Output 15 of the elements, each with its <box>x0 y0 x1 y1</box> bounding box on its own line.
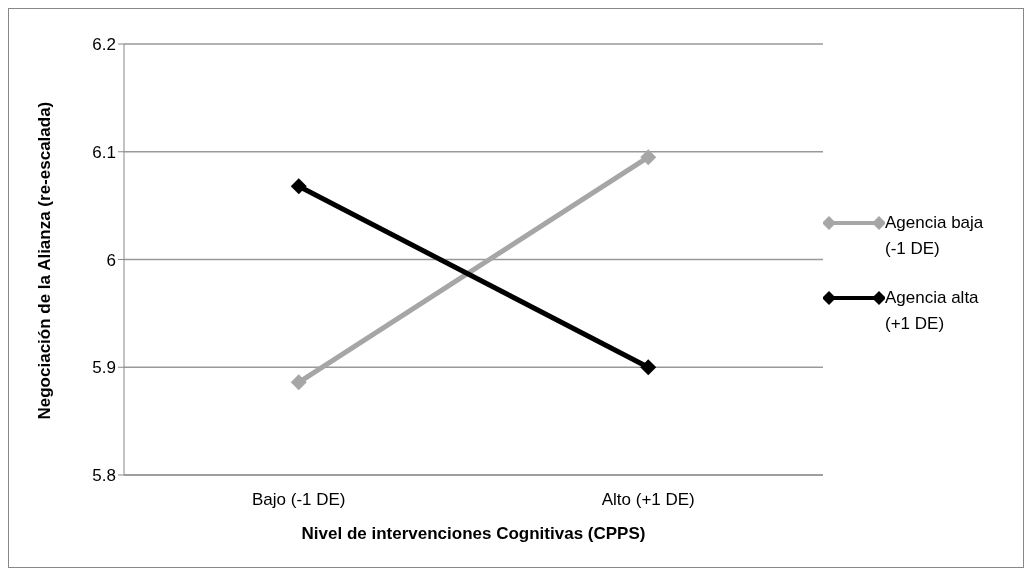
x-tick-label: Alto (+1 DE) <box>601 490 695 510</box>
y-tick-label: 5.8 <box>92 466 116 486</box>
legend-label: Agencia baja (-1 DE) <box>885 212 985 260</box>
y-tick-label: 6.2 <box>92 35 116 55</box>
y-tick-label: 6.1 <box>92 142 116 162</box>
point <box>290 374 307 391</box>
legend-label: Agencia alta (+1 DE) <box>885 287 980 335</box>
point <box>290 178 307 195</box>
y-tick-label: 5.9 <box>92 358 116 378</box>
point <box>640 149 657 166</box>
y-axis-title: Negociación de la Alianza (re-escalada) <box>35 101 55 420</box>
x-axis-title: Nivel de intervenciones Cognitivas (CPPS) <box>301 524 646 543</box>
y-tick-label: 6 <box>106 250 116 270</box>
point <box>640 359 657 376</box>
x-tick-label: Bajo (-1 DE) <box>251 490 346 510</box>
